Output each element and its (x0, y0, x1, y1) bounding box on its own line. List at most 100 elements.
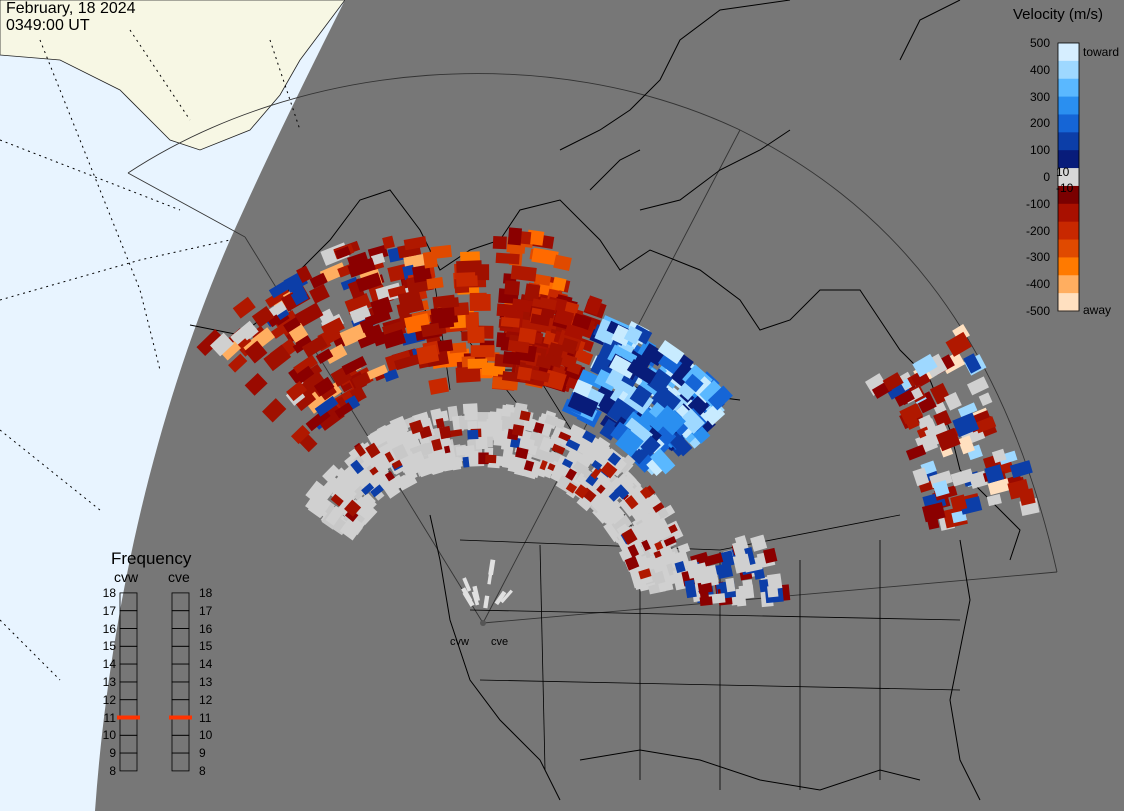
echo-cell (685, 559, 701, 579)
echo-cell (516, 366, 533, 381)
echo-cell (244, 372, 268, 396)
echo-cell (511, 424, 525, 437)
date-label: February, 18 2024 (6, 0, 136, 17)
echo-cell (679, 408, 705, 434)
echo-cell (991, 448, 1007, 464)
echo-cell (630, 508, 644, 523)
echo-cell (547, 462, 556, 471)
frequency-scale-label: 18 (102, 585, 116, 600)
echo-cell (1009, 460, 1033, 479)
velocity-tick-label: -500 (1025, 304, 1050, 318)
echo-cell (599, 418, 621, 441)
echo-cell (315, 348, 334, 365)
echo-cell (385, 426, 409, 449)
echo-cell (295, 392, 317, 412)
echo-cell (574, 484, 589, 499)
echo-cell (623, 325, 643, 345)
echo-cell (547, 342, 565, 359)
time-label: 0349:00 UT (6, 17, 90, 34)
echo-cell (324, 343, 348, 365)
echo-cell (935, 427, 961, 452)
echo-cell (556, 352, 578, 370)
echo-cell (565, 482, 578, 494)
frequency-scale-label: 8 (199, 763, 206, 778)
echo-cell (707, 385, 733, 411)
frequency-scale-label: 14 (102, 657, 116, 672)
echo-cell (314, 395, 339, 417)
velocity-tick-label: 100 (1029, 143, 1050, 158)
echo-cell (576, 350, 594, 366)
echo-cell (232, 296, 256, 319)
echo-cell (322, 464, 341, 484)
echo-cell (265, 287, 291, 308)
echo-cell (384, 451, 395, 463)
echo-cell (291, 285, 308, 300)
echo-cell (732, 541, 747, 559)
echo-cell (391, 443, 409, 461)
echo-cell (903, 413, 920, 430)
frequency-scale-label: 14 (199, 657, 213, 672)
echo-cell (984, 464, 1005, 484)
echo-cell (262, 398, 287, 423)
echo-cell (384, 471, 395, 482)
echo-cell (544, 414, 566, 430)
echo-cell (507, 227, 523, 246)
echo-cell (649, 385, 682, 417)
frequency-scale-label: 18 (199, 585, 213, 600)
echo-cell (591, 459, 603, 471)
velocity-tick-label: 500 (1029, 36, 1050, 50)
echo-cell (639, 486, 653, 500)
echo-cell (530, 313, 551, 327)
echo-cell (462, 577, 472, 592)
echo-cell (614, 484, 630, 500)
frequency-scale-label: 16 (199, 621, 213, 636)
echo-cell (450, 429, 463, 438)
echo-cell (912, 467, 930, 487)
echo-cell (504, 280, 520, 296)
frequency-bars (117, 592, 192, 772)
echo-cell (354, 472, 370, 489)
colorbar-segment (1058, 257, 1079, 276)
echo-cell (443, 445, 451, 454)
echo-cell (507, 340, 530, 354)
echo-cell (502, 443, 514, 462)
echo-cell (582, 430, 596, 443)
echo-cell (321, 475, 341, 496)
echo-cell (699, 589, 709, 599)
echo-cell (250, 325, 267, 342)
echo-cell (344, 292, 372, 316)
echo-cell (925, 512, 940, 530)
echo-cell (441, 297, 460, 309)
echo-cell (355, 272, 383, 293)
echo-cell (767, 585, 779, 598)
echo-cell (952, 412, 980, 438)
colorbar-segment (1058, 114, 1079, 133)
echo-cell (511, 298, 535, 313)
echo-cell (699, 379, 728, 408)
echo-cell (684, 579, 697, 599)
echo-cell (455, 366, 481, 383)
echo-cell (638, 568, 652, 580)
echo-cell (539, 460, 548, 471)
echo-cell (684, 373, 704, 393)
velocity-tick-label: -300 (1025, 250, 1050, 265)
echo-cell (492, 236, 507, 250)
echo-cell (426, 276, 444, 290)
echo-cell (286, 380, 308, 402)
echo-cell (297, 371, 328, 400)
echo-cell (911, 370, 931, 389)
echo-cell (330, 493, 344, 507)
echo-cell (367, 427, 390, 449)
echo-cell (465, 311, 480, 328)
echo-cell (624, 495, 639, 510)
echo-cell (561, 458, 574, 469)
echo-cell (933, 410, 952, 429)
echo-cell (650, 448, 676, 475)
echo-cell (481, 362, 497, 376)
echo-cell (950, 494, 968, 512)
echo-cell (305, 408, 331, 432)
echo-cell (659, 551, 679, 567)
echo-cell (509, 436, 521, 449)
echo-cell (571, 313, 592, 331)
echo-cell (725, 577, 736, 593)
